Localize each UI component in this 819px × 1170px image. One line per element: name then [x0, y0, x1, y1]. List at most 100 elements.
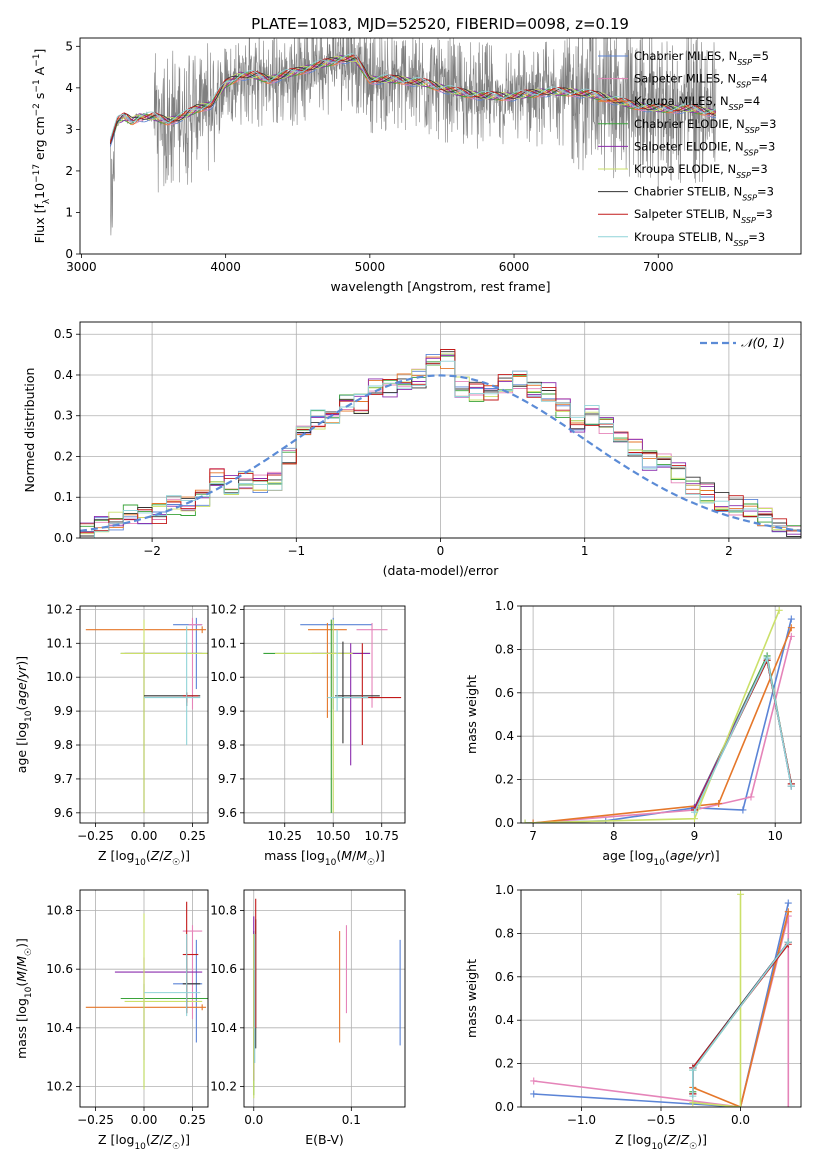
x-axis-label: mass [log10(M/M☉)]: [264, 848, 385, 868]
y-tick-label: 10.0: [46, 670, 73, 684]
x-axis-label: (data-model)/error: [383, 563, 500, 578]
observed-spectrum: [110, 38, 717, 236]
x-axis-label: Z [log10(Z/Z☉)]: [98, 1132, 190, 1152]
y-tick-label: 0.3: [54, 409, 73, 423]
massweight-vs-Z-panel: −1.0 −0.5 0.0 0.0 0.2 0.4 0.6 0.8 1.0 Z [log10(Z/…: [464, 883, 802, 1152]
y-tick-label: 10.1: [210, 636, 237, 650]
x-tick-label: 7000: [643, 260, 674, 274]
legend-label: Kroupa ELODIE, NSSP=3: [634, 162, 768, 180]
legend-label: Salpeter MILES, NSSP=4: [634, 72, 768, 90]
y-tick-label: 10.4: [210, 1021, 237, 1035]
series-marker: [521, 819, 529, 823]
series-line: [533, 902, 790, 1107]
series-marker: [787, 632, 795, 640]
spectrum-panel: 3000 4000 5000 6000 7000 0 1 2 3 4 5 wavelength [An…: [32, 37, 802, 294]
y-tick-label: 1.0: [495, 883, 514, 897]
y-tick-label: 0.2: [495, 1057, 514, 1071]
y-tick-label: 10.2: [46, 1079, 73, 1093]
massweight-vs-age-panel: 7 8 9 10 0.0 0.2 0.4 0.6 0.8 1.0 age [log10(age/yr…: [464, 599, 802, 868]
x-tick-label: 0.00: [131, 1113, 158, 1127]
x-tick-label: 0.25: [179, 1113, 206, 1127]
y-tick-label: 0.6: [495, 970, 514, 984]
series-marker: [787, 615, 795, 623]
x-tick-label: 0.1: [342, 1113, 361, 1127]
series-marker: [689, 1092, 697, 1100]
legend-label: Kroupa STELIB, NSSP=3: [634, 230, 765, 248]
x-axis-label: E(B-V): [305, 1132, 344, 1147]
x-tick-label: 10.50: [316, 829, 350, 843]
x-tick-label: 0.25: [179, 829, 206, 843]
x-tick-label: 1: [581, 544, 589, 558]
y-tick-label: 9.9: [218, 704, 237, 718]
y-tick-label: 9.6: [54, 806, 73, 820]
x-axis-label: wavelength [Angstrom, rest frame]: [330, 279, 550, 294]
series-line: [692, 911, 790, 1107]
series-marker: [690, 808, 698, 816]
y-tick-label: 10.6: [46, 962, 73, 976]
y-tick-label: 0.0: [495, 816, 514, 830]
y-tick-label: 3: [65, 122, 73, 136]
model-line: [109, 57, 716, 145]
y-tick-label: 0.2: [495, 773, 514, 787]
plot-frame: [520, 605, 802, 824]
series-line: [692, 894, 742, 1107]
series-marker: [787, 624, 795, 632]
x-tick-label: 0.00: [131, 829, 158, 843]
y-tick-label: 9.8: [54, 738, 73, 752]
series-marker: [747, 793, 755, 801]
y-tick-label: 5: [65, 39, 73, 53]
x-tick-label: −1.0: [567, 1113, 596, 1127]
plot-frame: [79, 605, 209, 824]
series-marker: [784, 1103, 792, 1107]
series-line: [533, 636, 793, 823]
x-tick-label: 9: [691, 829, 699, 843]
model-line: [109, 58, 716, 147]
x-tick-label: 0.0: [731, 1113, 750, 1127]
y-tick-label: 9.6: [218, 806, 237, 820]
y-tick-label: 0.0: [495, 1100, 514, 1114]
y-axis-label: Flux [fλ10−17 erg cm−2 s−1 A−1]: [32, 49, 52, 244]
y-axis-label: mass weight: [464, 959, 479, 1038]
y-tick-label: 10.1: [46, 636, 73, 650]
series-marker: [715, 799, 723, 807]
series-marker: [784, 908, 792, 916]
figure-title: PLATE=1083, MJD=52520, FIBERID=0098, z=0…: [251, 15, 629, 33]
series-line: [693, 655, 793, 813]
y-axis-label: mass [log10(M/M☉)]: [14, 938, 34, 1059]
model-line: [109, 53, 717, 140]
y-tick-label: 9.8: [218, 738, 237, 752]
x-tick-label: 10: [768, 829, 783, 843]
y-tick-label: 0.5: [54, 327, 73, 341]
x-tick-label: −0.25: [77, 829, 114, 843]
series-marker: [690, 815, 698, 823]
series-marker: [530, 1077, 538, 1085]
x-tick-label: 2: [725, 544, 733, 558]
y-tick-label: 4: [65, 81, 73, 95]
y-tick-label: 10.8: [210, 904, 237, 918]
y-tick-label: 0: [65, 247, 73, 261]
legend-label: 𝒩(0, 1): [741, 336, 785, 350]
x-tick-label: −1: [287, 544, 305, 558]
x-tick-label: 0: [437, 544, 445, 558]
model-line: [109, 55, 717, 141]
y-tick-label: 1.0: [495, 599, 514, 613]
y-tick-label: 0.8: [495, 642, 514, 656]
y-tick-label: 0.6: [495, 686, 514, 700]
x-tick-label: −0.25: [77, 1113, 114, 1127]
legend-label: Chabrier ELODIE, NSSP=3: [634, 117, 776, 135]
series-marker: [529, 819, 537, 823]
x-tick-label: 6000: [499, 260, 530, 274]
y-tick-label: 0.0: [54, 531, 73, 545]
y-tick-label: 2: [65, 164, 73, 178]
series-line: [693, 657, 793, 811]
x-tick-label: 8: [610, 829, 618, 843]
plot-frame: [79, 889, 209, 1108]
normal-curve: [80, 374, 801, 532]
y-tick-label: 10.6: [210, 962, 237, 976]
y-axis-label: mass weight: [464, 675, 479, 754]
x-tick-label: 0.0: [244, 1113, 263, 1127]
mass-vs-Z-panel: −0.25 0.00 0.25 10.2 10.4 10.6 10.8 Z [log10(Z/…: [14, 889, 209, 1152]
x-tick-label: −2: [143, 544, 161, 558]
y-tick-label: 10.8: [46, 904, 73, 918]
